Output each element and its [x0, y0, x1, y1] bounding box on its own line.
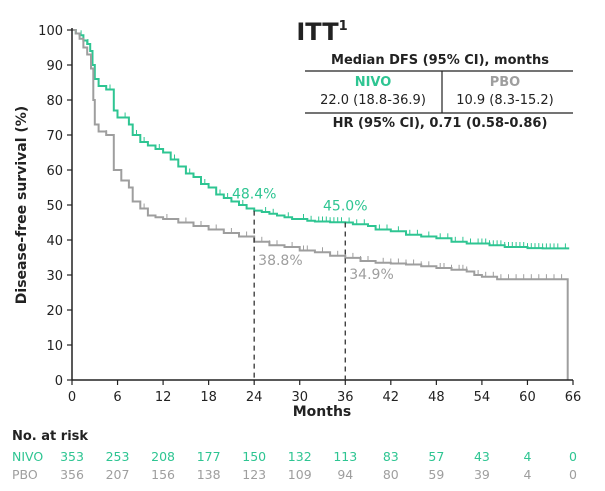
y-tick-label: 90: [46, 59, 63, 74]
y-tick-label: 60: [46, 164, 63, 179]
pbo-curve: [72, 29, 569, 380]
summary-pbo-label: PBO: [490, 75, 521, 90]
nivo-curve: [72, 29, 570, 250]
risk-count: 177: [197, 449, 221, 464]
y-tick-label: 100: [38, 24, 63, 39]
x-tick-label: 48: [428, 390, 445, 405]
x-tick-label: 42: [383, 390, 400, 405]
risk-table: No. at risk NIVO 353 253 208 177 150 132 113 83 5…: [12, 429, 577, 482]
x-tick-label: 0: [68, 390, 76, 405]
x-tick-label: 60: [519, 390, 536, 405]
median-dfs-table: Median DFS (95% CI), months NIVO PBO 22.…: [305, 53, 573, 131]
annotations: 48.4% 45.0% 38.8% 34.9%: [232, 187, 394, 380]
nivo-landmark-label: 45.0%: [323, 199, 367, 215]
nivo-landmark-label: 48.4%: [232, 187, 276, 203]
risk-count: 59: [428, 467, 444, 482]
survival-curves: [72, 29, 570, 380]
pbo-landmark-label: 34.9%: [349, 267, 393, 283]
risk-row-label: NIVO: [12, 449, 43, 464]
risk-count: 208: [151, 449, 175, 464]
x-tick-label: 30: [291, 390, 308, 405]
risk-count: 353: [60, 449, 84, 464]
risk-count: 43: [474, 449, 490, 464]
y-tick-label: 30: [46, 269, 63, 284]
risk-count: 109: [288, 467, 312, 482]
x-tick-label: 66: [565, 390, 582, 405]
summary-nivo-value: 22.0 (18.8-36.9): [320, 93, 426, 108]
summary-hr: HR (95% CI), 0.71 (0.58-0.86): [333, 116, 548, 131]
risk-count: 156: [151, 467, 175, 482]
risk-count: 253: [106, 449, 130, 464]
x-tick-label: 36: [337, 390, 354, 405]
y-tick-label: 80: [46, 94, 63, 109]
y-tick-label: 0: [55, 374, 63, 389]
risk-count: 83: [383, 449, 399, 464]
y-tick-label: 50: [46, 199, 63, 214]
pbo-landmark-label: 38.8%: [258, 253, 302, 269]
risk-count: 0: [569, 449, 577, 464]
risk-table-title: No. at risk: [12, 429, 88, 444]
x-tick-label: 24: [246, 390, 263, 405]
risk-count: 94: [337, 467, 353, 482]
risk-count: 138: [197, 467, 221, 482]
risk-count: 80: [383, 467, 399, 482]
summary-header: Median DFS (95% CI), months: [331, 53, 549, 68]
risk-row-label: PBO: [12, 467, 38, 482]
chart-title-text: ITT: [296, 18, 339, 46]
risk-count: 4: [523, 467, 531, 482]
risk-count: 356: [60, 467, 84, 482]
risk-count: 4: [523, 449, 531, 464]
y-axis-title: Disease-free survival (%): [14, 106, 30, 304]
axes: 0 6 12 18 24 30 36 42 48 54 60 66 0 10 20 30 40 50 60 70 80 9…: [38, 24, 581, 405]
risk-count: 0: [569, 467, 577, 482]
risk-count: 207: [106, 467, 130, 482]
risk-count: 123: [242, 467, 266, 482]
y-tick-label: 20: [46, 304, 63, 319]
risk-count: 113: [333, 449, 357, 464]
x-tick-label: 54: [474, 390, 491, 405]
summary-nivo-label: NIVO: [355, 75, 392, 90]
risk-count: 57: [428, 449, 444, 464]
summary-pbo-value: 10.9 (8.3-15.2): [456, 93, 554, 108]
y-tick-label: 70: [46, 129, 63, 144]
y-tick-label: 10: [46, 339, 63, 354]
chart-title-superscript: 1: [339, 19, 348, 34]
risk-count: 150: [242, 449, 266, 464]
x-tick-label: 18: [200, 390, 217, 405]
risk-count: 132: [288, 449, 312, 464]
chart-title: ITT1: [296, 18, 347, 46]
x-tick-label: 12: [155, 390, 172, 405]
risk-count: 39: [474, 467, 490, 482]
x-tick-label: 6: [113, 390, 121, 405]
x-axis-title: Months: [293, 404, 352, 420]
y-tick-label: 40: [46, 234, 63, 249]
